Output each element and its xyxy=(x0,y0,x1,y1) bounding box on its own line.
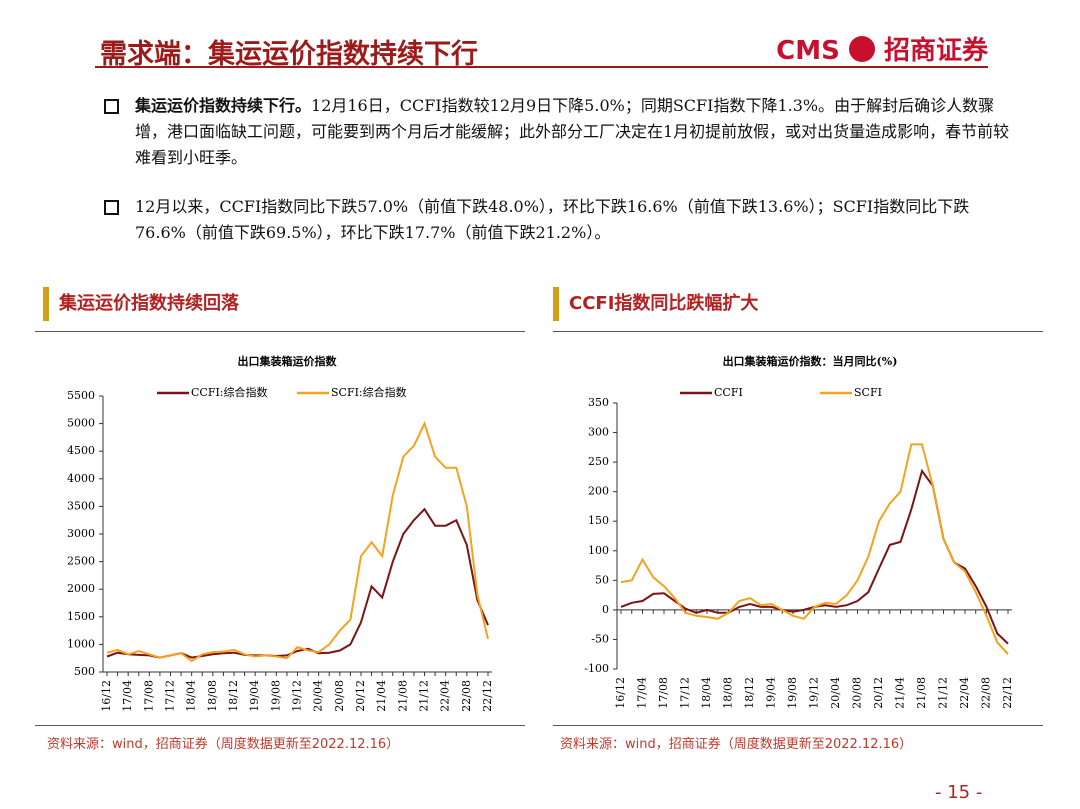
x-tick-label: 18/08 xyxy=(206,680,219,712)
logo: CMS 招商证券 xyxy=(776,30,988,67)
bullet-text: 12月16日，CCFI指数较12月9日下降5.0%；同期SCFI指数下降1.3%… xyxy=(135,96,1010,167)
x-tick-label: 16/12 xyxy=(100,680,113,712)
y-tick-label: 100 xyxy=(588,544,609,557)
chart-title: 出口集装箱运价指数 xyxy=(238,354,338,368)
x-tick-label: 21/12 xyxy=(418,680,431,712)
x-tick-label: 20/04 xyxy=(829,677,842,709)
y-tick-label: 4000 xyxy=(67,472,95,485)
y-tick-label: 5500 xyxy=(67,389,95,402)
x-tick-label: 19/12 xyxy=(808,677,821,709)
y-tick-label: 300 xyxy=(588,426,609,439)
series-line xyxy=(620,443,1009,655)
section-header: 集运运价指数持续回落 xyxy=(43,287,239,321)
x-tick-label: 18/12 xyxy=(743,677,756,709)
bullet: 12月以来，CCFI指数同比下跌57.0%（前值下跌48.0%），环比下跌16.… xyxy=(104,194,1015,246)
rule xyxy=(553,331,1043,332)
series-line xyxy=(106,507,489,659)
x-tick-label: 21/12 xyxy=(937,677,950,709)
source: 资料来源：wind，招商证券（周度数据更新至2022.12.16） xyxy=(47,737,400,752)
section-header: CCFI指数同比跌幅扩大 xyxy=(553,287,758,321)
x-tick-label: 21/04 xyxy=(894,677,907,709)
x-tick-label: 20/08 xyxy=(851,677,864,709)
rule xyxy=(35,331,525,332)
x-tick-label: 17/12 xyxy=(679,677,692,709)
y-tick-label: 1500 xyxy=(67,610,95,623)
x-tick-label: 21/08 xyxy=(915,677,928,709)
page-title: 需求端：集运运价指数持续下行 xyxy=(100,39,478,70)
source: 资料来源：wind，招商证券（周度数据更新至2022.12.16） xyxy=(560,737,913,752)
x-tick-label: 19/08 xyxy=(786,677,799,709)
x-tick-label: 22/12 xyxy=(481,680,494,712)
x-tick-label: 18/12 xyxy=(227,680,240,712)
x-tick-label: 17/12 xyxy=(164,680,177,712)
x-tick-label: 18/08 xyxy=(722,677,735,709)
x-tick-label: 18/04 xyxy=(185,680,198,712)
page-number: - 15 - xyxy=(935,782,983,803)
y-tick-label: 500 xyxy=(74,665,95,678)
y-tick-label: 150 xyxy=(588,514,609,527)
y-tick-label: 2500 xyxy=(67,555,95,568)
x-tick-label: 22/04 xyxy=(439,680,452,712)
x-tick-label: 17/04 xyxy=(121,680,134,712)
y-tick-label: 5000 xyxy=(67,417,95,430)
x-tick-label: 22/08 xyxy=(980,677,993,709)
y-tick-label: 50 xyxy=(595,573,609,586)
x-tick-label: 18/04 xyxy=(700,677,713,709)
logo-en: CMS xyxy=(776,36,840,66)
y-tick-label: -100 xyxy=(584,662,609,675)
y-tick-label: 2000 xyxy=(67,582,95,595)
rule xyxy=(553,725,1043,726)
chart-title: 出口集装箱运价指数：当月同比(%) xyxy=(723,354,898,368)
y-tick-label: 3500 xyxy=(67,499,95,512)
logo-icon xyxy=(848,36,875,62)
x-tick-label: 22/12 xyxy=(1001,677,1014,709)
series-line xyxy=(106,420,489,663)
x-tick-label: 19/08 xyxy=(269,680,282,712)
y-tick-label: 200 xyxy=(588,485,609,498)
y-tick-label: 250 xyxy=(588,455,609,468)
x-tick-label: 21/04 xyxy=(375,680,388,712)
x-tick-label: 19/04 xyxy=(765,677,778,709)
title-rule xyxy=(95,66,988,68)
series-line xyxy=(620,468,1009,645)
rule xyxy=(35,725,525,726)
y-tick-label: 4500 xyxy=(67,444,95,457)
x-tick-label: 20/12 xyxy=(354,680,367,712)
x-tick-label: 19/12 xyxy=(291,680,304,712)
x-tick-label: 17/04 xyxy=(636,677,649,709)
x-tick-label: 19/04 xyxy=(248,680,261,712)
logo-cn: 招商证券 xyxy=(883,36,988,66)
x-tick-label: 16/12 xyxy=(614,677,627,709)
x-tick-label: 22/04 xyxy=(958,677,971,709)
x-tick-label: 20/12 xyxy=(872,677,885,709)
x-tick-label: 20/08 xyxy=(333,680,346,712)
y-tick-label: -50 xyxy=(591,632,609,645)
bullet-text: 12月以来，CCFI指数同比下跌57.0%（前值下跌48.0%），环比下跌16.… xyxy=(135,197,970,242)
x-tick-label: 21/08 xyxy=(396,680,409,712)
bullet: 集运运价指数持续下行。12月16日，CCFI指数较12月9日下降5.0%；同期S… xyxy=(104,93,1015,171)
bullet-lead: 集运运价指数持续下行。 xyxy=(135,96,312,115)
x-tick-label: 17/08 xyxy=(142,680,155,712)
y-tick-label: 0 xyxy=(602,603,609,616)
x-tick-label: 17/08 xyxy=(657,677,670,709)
legend-label: SCFI xyxy=(854,386,882,399)
y-tick-label: 1000 xyxy=(67,637,95,650)
legend-label: SCFI:综合指数 xyxy=(331,385,407,399)
y-tick-label: 3000 xyxy=(67,527,95,540)
x-tick-label: 20/04 xyxy=(312,680,325,712)
y-tick-label: 350 xyxy=(588,396,609,409)
x-tick-label: 22/08 xyxy=(460,680,473,712)
legend-label: CCFI xyxy=(714,386,743,399)
legend-label: CCFI:综合指数 xyxy=(191,385,268,399)
